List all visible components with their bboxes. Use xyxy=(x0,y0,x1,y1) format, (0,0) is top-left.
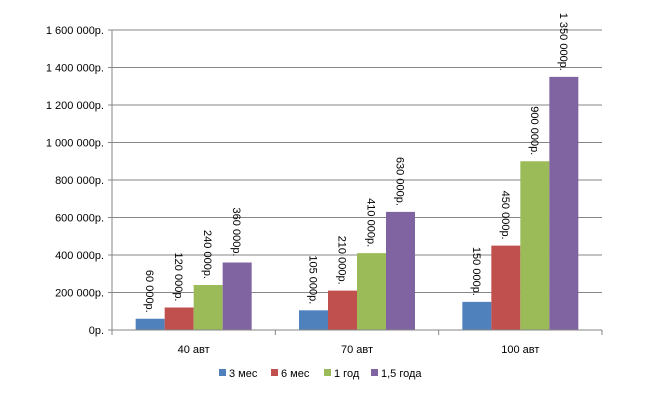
bar-2-3 xyxy=(491,245,521,330)
data-label: 150 000р. xyxy=(470,247,482,296)
data-label: 240 000р. xyxy=(201,230,213,279)
y-tick-label: 1 600 000р. xyxy=(46,25,104,37)
legend-swatch-2 xyxy=(271,369,278,376)
x-tick-label: 100 авт xyxy=(501,344,539,356)
data-label: 630 000р. xyxy=(394,157,406,206)
legend-label: 6 мес xyxy=(281,368,310,380)
data-label: 410 000р. xyxy=(365,198,377,247)
legend-swatch-3 xyxy=(324,369,331,376)
y-tick-label: 200 000р. xyxy=(55,288,104,300)
y-tick-label: 1 200 000р. xyxy=(46,100,104,112)
bar-2-2 xyxy=(328,290,357,330)
data-label: 450 000р. xyxy=(499,191,511,240)
bars xyxy=(135,76,579,330)
x-axis: 40 авт 70 авт 100 авт xyxy=(111,329,603,356)
bar-4-1 xyxy=(222,262,252,330)
data-label: 900 000р. xyxy=(528,106,540,155)
legend-label: 1 год xyxy=(334,368,360,380)
y-axis: 0р. 200 000р. 400 000р. 600 000р. 800 000р. 1… xyxy=(46,25,113,337)
data-label: 105 000р. xyxy=(307,255,319,304)
bar-2-1 xyxy=(164,307,194,330)
legend-label: 1,5 года xyxy=(381,368,422,380)
bar-3-2 xyxy=(357,253,386,330)
legend-label: 3 мес xyxy=(229,368,258,380)
data-label: 60 000р. xyxy=(143,270,155,313)
y-tick-label: 400 000р. xyxy=(55,250,104,262)
y-tick-label: 1 000 000р. xyxy=(46,138,104,150)
bar-1-2 xyxy=(299,310,328,330)
legend-swatch-1 xyxy=(219,369,226,376)
data-label: 120 000р. xyxy=(172,253,184,302)
bar-3-3 xyxy=(520,161,550,330)
data-labels: 60 000р. 120 000р. 240 000р. 360 000р. 105 0… xyxy=(143,13,569,313)
y-tick-label: 800 000р. xyxy=(55,175,104,187)
y-tick-label: 0р. xyxy=(89,325,104,337)
bar-1-1 xyxy=(135,318,165,330)
x-tick-label: 70 авт xyxy=(341,344,373,356)
data-label: 360 000р. xyxy=(230,208,242,257)
bar-4-3 xyxy=(549,76,579,330)
bar-1-3 xyxy=(462,301,492,330)
bar-3-1 xyxy=(193,285,223,330)
legend: 3 мес 6 мес 1 год 1,5 года xyxy=(219,368,422,380)
y-tick-label: 600 000р. xyxy=(55,213,104,225)
y-tick-label: 1 400 000р. xyxy=(46,63,104,75)
data-label: 1 350 000р. xyxy=(557,13,569,71)
gridlines xyxy=(112,29,602,293)
data-label: 210 000р. xyxy=(336,236,348,285)
x-tick-label: 40 авт xyxy=(178,344,210,356)
legend-swatch-4 xyxy=(371,369,378,376)
bar-4-2 xyxy=(386,211,415,330)
